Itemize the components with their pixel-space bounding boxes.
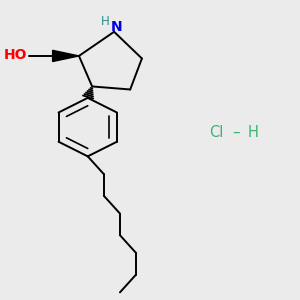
Text: H: H	[248, 125, 259, 140]
Text: N: N	[111, 20, 122, 34]
Text: –: –	[232, 125, 239, 140]
Text: Cl: Cl	[209, 125, 224, 140]
Text: HO: HO	[4, 48, 28, 62]
Polygon shape	[52, 50, 79, 62]
Text: H: H	[101, 15, 110, 28]
